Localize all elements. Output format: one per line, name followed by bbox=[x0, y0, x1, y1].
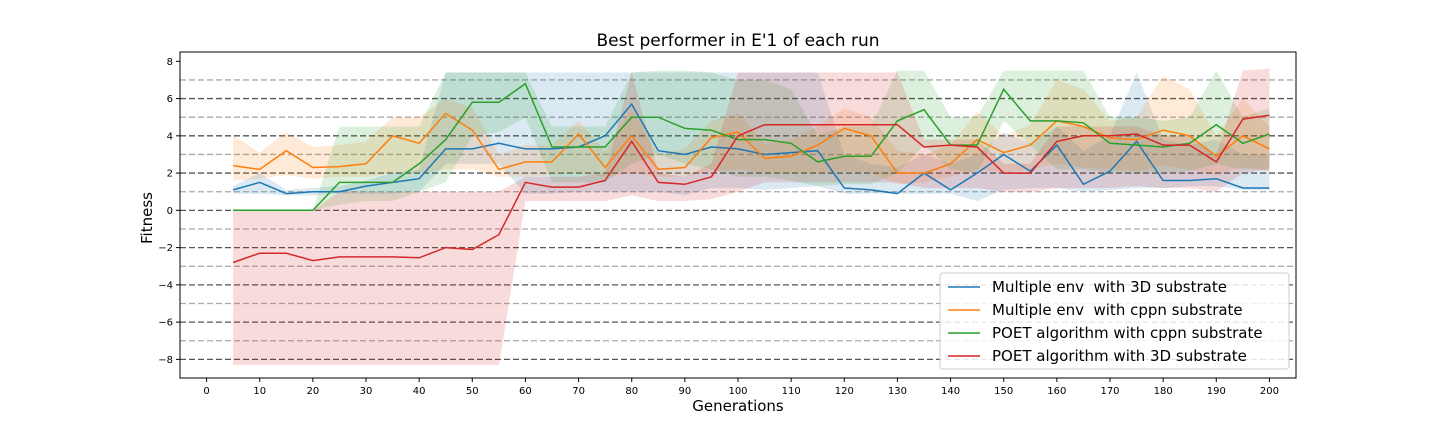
x-tick-label: 40 bbox=[413, 386, 426, 397]
x-tick-label: 120 bbox=[835, 386, 854, 397]
series-band-4 bbox=[233, 68, 1270, 366]
x-axis-ticks: 0 10 20 30 40 50 60 70 80 90 100 110 120 130 140 150 160… bbox=[203, 378, 1279, 397]
x-tick-label: 90 bbox=[678, 386, 691, 397]
x-tick-label: 80 bbox=[625, 386, 638, 397]
x-tick-label: 130 bbox=[888, 386, 907, 397]
y-tick-label: −2 bbox=[158, 243, 173, 254]
x-tick-label: 150 bbox=[994, 386, 1013, 397]
y-axis-label: Fitness bbox=[138, 192, 156, 244]
legend: Multiple env with 3D substrate Multiple e… bbox=[939, 272, 1290, 370]
x-tick-label: 70 bbox=[572, 386, 585, 397]
y-tick-label: −8 bbox=[158, 355, 173, 366]
chart-title: Best performer in E'1 of each run bbox=[596, 31, 879, 51]
series-line-1 bbox=[232, 102, 1270, 195]
x-tick-label: 60 bbox=[519, 386, 532, 397]
x-tick-label: 110 bbox=[782, 386, 801, 397]
x-tick-label: 190 bbox=[1207, 386, 1226, 397]
x-axis-label: Generations bbox=[692, 397, 784, 415]
y-tick-label: 8 bbox=[167, 57, 173, 68]
x-tick-label: 0 bbox=[203, 386, 209, 397]
legend-box bbox=[939, 272, 1290, 370]
grid-lines bbox=[180, 79, 1296, 361]
series-line-3 bbox=[233, 82, 1270, 212]
legend-label-1: Multiple env with 3D substrate bbox=[992, 278, 1227, 296]
x-tick-label: 10 bbox=[253, 386, 266, 397]
x-tick-label: 180 bbox=[1154, 386, 1173, 397]
legend-label-3: POET algorithm with cppn substrate bbox=[992, 324, 1263, 342]
x-tick-label: 100 bbox=[728, 386, 747, 397]
y-axis-ticks: −8 −6 −4 −2 0 2 4 6 8 bbox=[158, 57, 180, 366]
series-band-3 bbox=[233, 70, 1270, 211]
x-tick-label: 160 bbox=[1047, 386, 1066, 397]
y-tick-label: 2 bbox=[167, 169, 173, 180]
series-line-4 bbox=[232, 114, 1270, 264]
y-tick-label: 0 bbox=[167, 206, 173, 217]
series-band-1 bbox=[233, 72, 1270, 201]
y-tick-label: −6 bbox=[158, 318, 173, 329]
x-tick-label: 20 bbox=[306, 386, 319, 397]
y-tick-label: −4 bbox=[158, 280, 173, 291]
legend-label-2: Multiple env with cppn substrate bbox=[992, 301, 1243, 319]
x-tick-label: 170 bbox=[1100, 386, 1119, 397]
x-tick-label: 140 bbox=[941, 386, 960, 397]
series-lines bbox=[232, 82, 1270, 264]
y-tick-label: 6 bbox=[167, 94, 173, 105]
series-line-2 bbox=[232, 112, 1270, 174]
x-tick-label: 30 bbox=[360, 386, 373, 397]
legend-label-4: POET algorithm with 3D substrate bbox=[992, 347, 1247, 365]
y-tick-label: 4 bbox=[167, 131, 173, 142]
x-tick-label: 50 bbox=[466, 386, 479, 397]
x-tick-label: 200 bbox=[1260, 386, 1279, 397]
